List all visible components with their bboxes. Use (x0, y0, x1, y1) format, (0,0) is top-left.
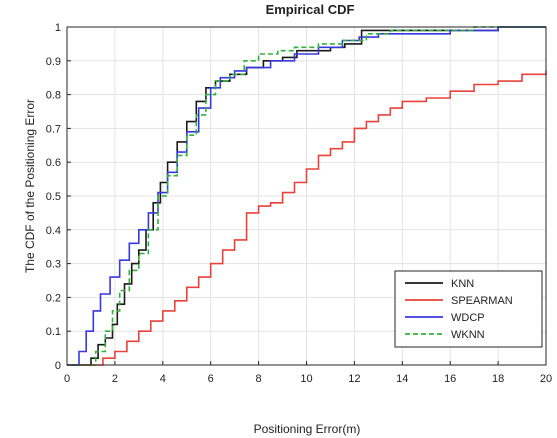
y-tick-label: 1 (55, 22, 61, 34)
x-tick-label: 2 (112, 373, 118, 385)
y-tick-label: 0.4 (46, 225, 61, 237)
y-tick-label: 0 (55, 360, 61, 372)
series-line-wdcp (67, 26, 546, 366)
legend-label-wdcp: WDCP (451, 312, 485, 324)
y-axis-ticks: 0 0.1 0.2 0.3 0.4 0.5 0.6 0.7 0.8 0.9 1 (46, 22, 71, 372)
y-tick-label: 0.7 (46, 123, 61, 135)
x-tick-label: 0 (64, 373, 70, 385)
y-tick-label: 0.5 (46, 191, 61, 203)
legend-label-spearman: SPEARMAN (451, 295, 513, 307)
y-axis-label: The CDF of the Positioning Error (23, 99, 37, 273)
x-tick-label: 16 (444, 373, 456, 385)
series-layer (67, 26, 547, 366)
y-tick-label: 0.3 (46, 259, 61, 271)
x-tick-label: 6 (208, 373, 214, 385)
y-tick-label: 0.2 (46, 292, 61, 304)
legend-label-knn: KNN (451, 278, 474, 290)
x-tick-label: 12 (348, 373, 360, 385)
chart-title: Empirical CDF (266, 2, 355, 17)
y-tick-label: 0.6 (46, 157, 61, 169)
x-tick-label: 14 (396, 373, 408, 385)
legend: KNN SPEARMAN WDCP WKNN (394, 270, 543, 348)
y-tick-label: 0.9 (46, 56, 61, 68)
series-line-knn (67, 26, 546, 366)
x-tick-label: 20 (540, 373, 552, 385)
x-tick-label: 8 (256, 373, 262, 385)
x-tick-label: 18 (492, 373, 504, 385)
y-tick-label: 0.1 (46, 326, 61, 338)
y-tick-label: 0.8 (46, 90, 61, 102)
x-tick-label: 4 (160, 373, 166, 385)
series-line-wknn (67, 26, 546, 366)
series-line-spearman (67, 70, 547, 366)
x-tick-label: 10 (300, 373, 312, 385)
legend-label-wknn: WKNN (451, 329, 485, 341)
x-axis-ticks: 0 2 4 6 8 10 12 14 16 18 20 (64, 361, 552, 385)
x-axis-label: Positioning Error(m) (254, 422, 361, 436)
